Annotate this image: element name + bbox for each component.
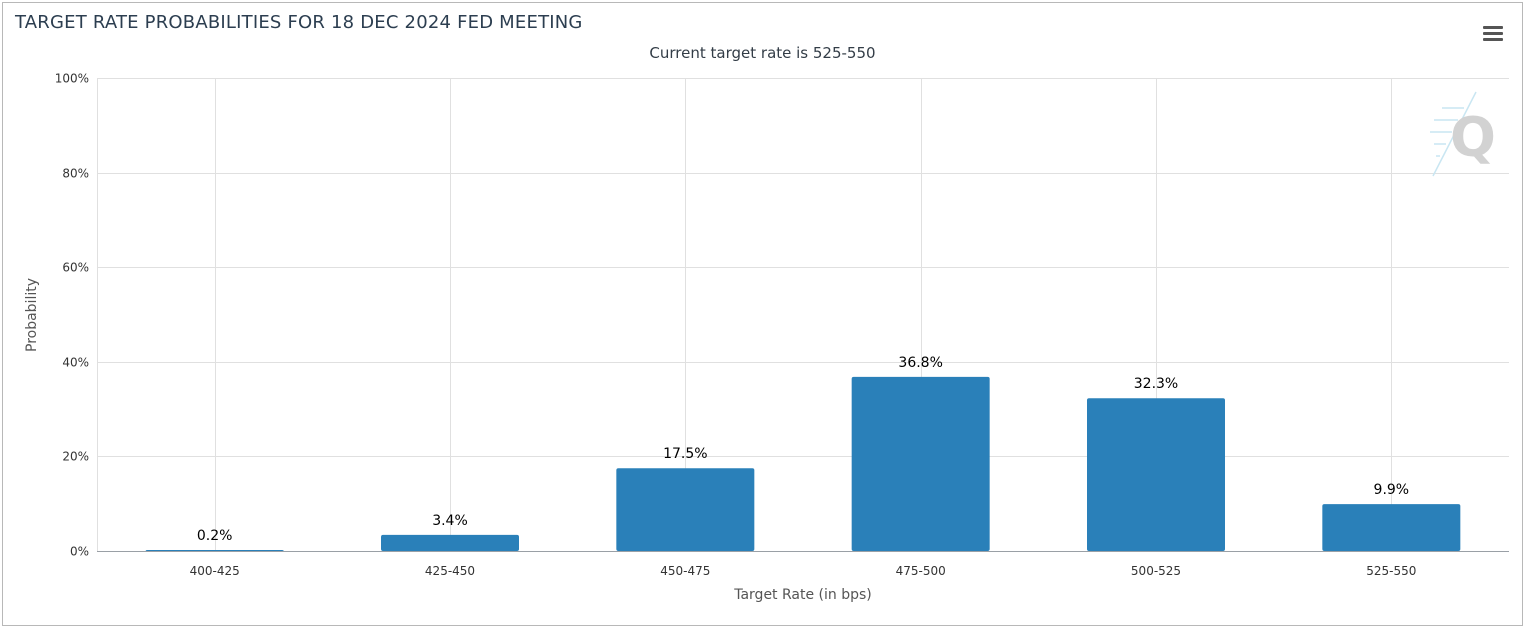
data-label: 3.4% — [432, 513, 468, 529]
bar-525-550[interactable] — [1322, 504, 1461, 551]
q-logo-icon: Q — [1430, 91, 1496, 177]
x-tick-label: 425-450 — [425, 564, 475, 578]
y-tick-label: 60% — [62, 261, 89, 275]
data-label: 17.5% — [663, 446, 707, 462]
x-tick-label: 500-525 — [1131, 564, 1181, 578]
y-tick-label: 20% — [62, 450, 89, 464]
bar-400-425[interactable] — [145, 550, 284, 551]
bar-450-475[interactable] — [616, 468, 755, 551]
bar-500-525[interactable] — [1087, 398, 1225, 551]
axes: 0% 20% 40% 60% 80% 100% 400-425 425-450 450-475 4… — [55, 72, 1509, 578]
x-tick-label: 525-550 — [1366, 564, 1416, 578]
y-axis-title: Probability — [24, 278, 40, 352]
data-label: 9.9% — [1374, 482, 1410, 498]
x-tick-label: 400-425 — [190, 564, 240, 578]
data-label: 0.2% — [197, 528, 233, 544]
x-axis-title: Target Rate (in bps) — [733, 587, 872, 603]
hamburger-menu-icon[interactable] — [1481, 24, 1505, 44]
data-labels: 0.2% 3.4% 17.5% 36.8% 32.3% 9.9% — [197, 355, 1409, 544]
y-tick-label: 0% — [70, 545, 89, 559]
bar-475-500[interactable] — [851, 376, 990, 551]
chart-title: TARGET RATE PROBABILITIES FOR 18 DEC 202… — [15, 12, 583, 33]
svg-text:Q: Q — [1450, 106, 1496, 169]
bar-425-450[interactable] — [381, 534, 519, 551]
data-label: 36.8% — [898, 355, 942, 371]
x-tick-label: 475-500 — [896, 564, 946, 578]
chart-subtitle: Current target rate is 525-550 — [649, 44, 876, 62]
y-tick-label: 100% — [55, 72, 89, 86]
grid-lines — [97, 78, 1509, 551]
y-tick-label: 80% — [62, 167, 89, 181]
bars — [145, 376, 1461, 551]
x-tick-label: 450-475 — [660, 564, 710, 578]
data-label: 32.3% — [1134, 376, 1178, 392]
y-tick-label: 40% — [62, 356, 89, 370]
